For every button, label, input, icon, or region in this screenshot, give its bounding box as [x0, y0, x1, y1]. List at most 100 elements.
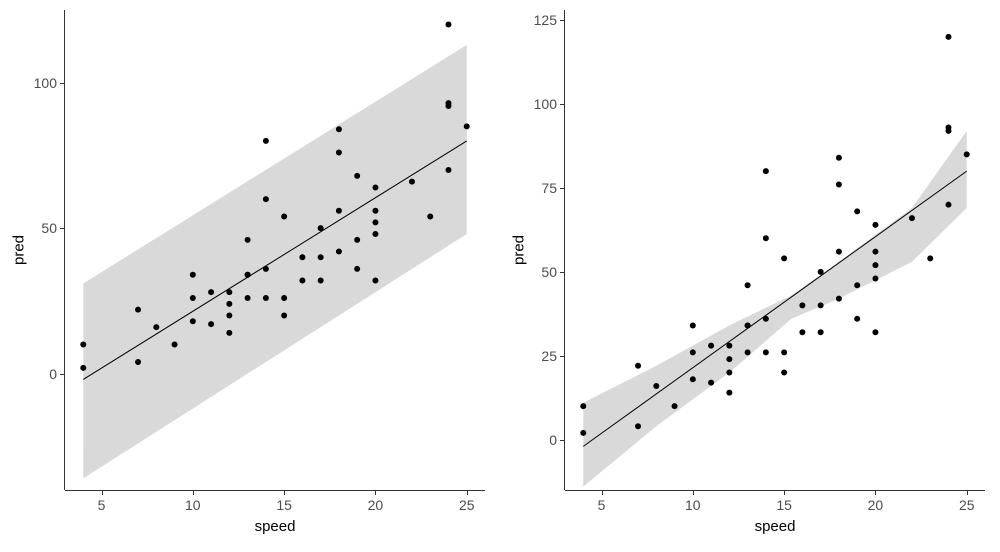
data-point: [854, 208, 860, 214]
x-tick: [875, 490, 876, 495]
data-point: [354, 266, 360, 272]
y-axis-line: [564, 10, 565, 490]
data-point: [964, 151, 970, 157]
data-point: [336, 208, 342, 214]
data-point: [445, 22, 451, 28]
x-tick: [193, 490, 194, 495]
x-tick-label: 15: [276, 497, 292, 513]
y-tick-label: 50: [29, 220, 57, 236]
data-point: [872, 222, 878, 228]
data-point: [409, 179, 415, 185]
data-point: [318, 254, 324, 260]
y-tick: [560, 188, 565, 189]
x-tick-label: 25: [959, 497, 975, 513]
data-point: [872, 262, 878, 268]
data-point: [726, 343, 732, 349]
data-point: [745, 282, 751, 288]
data-point: [945, 124, 951, 130]
y-axis-title: pred: [511, 235, 528, 265]
x-axis-line: [65, 490, 485, 491]
y-tick-label: 100: [529, 96, 557, 112]
x-tick-label: 15: [776, 497, 792, 513]
data-point: [336, 126, 342, 132]
data-point: [872, 249, 878, 255]
x-tick-label: 25: [459, 497, 475, 513]
data-point: [836, 249, 842, 255]
data-point: [580, 403, 586, 409]
data-point: [80, 342, 86, 348]
data-point: [263, 196, 269, 202]
data-point: [153, 324, 159, 330]
data-point: [799, 302, 805, 308]
data-point: [653, 383, 659, 389]
data-point: [445, 100, 451, 106]
data-point: [80, 365, 86, 371]
data-point: [135, 307, 141, 313]
y-tick: [60, 83, 65, 84]
data-point: [336, 248, 342, 254]
data-point: [927, 255, 933, 261]
data-point: [945, 34, 951, 40]
y-tick-label: 0: [29, 366, 57, 382]
data-point: [872, 329, 878, 335]
data-point: [245, 295, 251, 301]
data-point: [799, 329, 805, 335]
data-point: [372, 184, 378, 190]
x-tick-label: 10: [185, 497, 201, 513]
data-point: [818, 302, 824, 308]
data-point: [354, 173, 360, 179]
data-point: [763, 235, 769, 241]
data-point: [190, 272, 196, 278]
x-tick: [784, 490, 785, 495]
data-point: [836, 182, 842, 188]
data-point: [226, 289, 232, 295]
data-point: [281, 312, 287, 318]
data-point: [580, 430, 586, 436]
data-point: [135, 359, 141, 365]
y-tick: [60, 374, 65, 375]
data-point: [854, 316, 860, 322]
y-tick: [560, 440, 565, 441]
data-point: [781, 349, 787, 355]
data-point: [763, 168, 769, 174]
data-point: [263, 295, 269, 301]
x-tick-label: 20: [368, 497, 384, 513]
data-point: [372, 278, 378, 284]
x-axis-line: [565, 490, 985, 491]
data-point: [245, 237, 251, 243]
data-point: [945, 202, 951, 208]
x-tick: [693, 490, 694, 495]
data-point: [690, 349, 696, 355]
x-tick: [967, 490, 968, 495]
data-point: [299, 254, 305, 260]
data-point: [263, 266, 269, 272]
data-point: [336, 150, 342, 156]
x-tick: [375, 490, 376, 495]
data-point: [708, 380, 714, 386]
data-point: [281, 295, 287, 301]
data-point: [726, 370, 732, 376]
data-point: [909, 215, 915, 221]
data-point: [263, 138, 269, 144]
data-point: [208, 321, 214, 327]
data-point: [208, 289, 214, 295]
data-point: [190, 318, 196, 324]
data-point: [372, 231, 378, 237]
x-tick: [102, 490, 103, 495]
y-tick-label: 25: [529, 348, 557, 364]
x-tick-label: 5: [98, 497, 106, 513]
data-point: [635, 363, 641, 369]
data-point: [372, 208, 378, 214]
x-tick-label: 10: [685, 497, 701, 513]
data-point: [635, 423, 641, 429]
y-tick: [560, 20, 565, 21]
data-point: [190, 295, 196, 301]
y-tick-label: 100: [29, 75, 57, 91]
x-tick: [467, 490, 468, 495]
data-point: [745, 349, 751, 355]
data-point: [745, 323, 751, 329]
data-point: [690, 376, 696, 382]
figure: 510152025050100speedpred5101520250255075…: [0, 0, 1000, 552]
y-tick-label: 50: [529, 264, 557, 280]
data-point: [836, 155, 842, 161]
